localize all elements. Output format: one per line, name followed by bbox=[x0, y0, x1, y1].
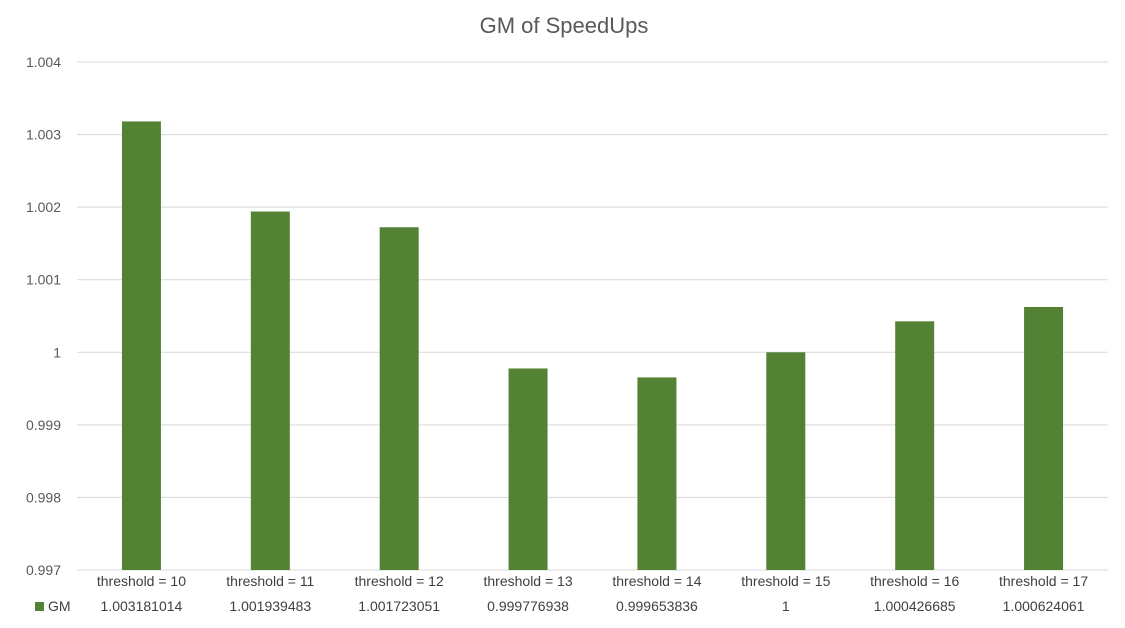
gridlines bbox=[77, 61, 1108, 571]
y-tick-label: 1 bbox=[53, 344, 61, 360]
y-tick-label: 1.002 bbox=[26, 199, 61, 215]
x-category-label: threshold = 17 bbox=[999, 573, 1088, 589]
y-tick-label: 0.997 bbox=[26, 562, 61, 578]
x-category-label: threshold = 13 bbox=[484, 573, 573, 589]
y-tick-label: 1.003 bbox=[26, 127, 61, 143]
bar bbox=[121, 121, 161, 570]
data-table-value: 0.999776938 bbox=[487, 598, 569, 614]
data-table-values: 1.003181014 1.001939483 1.001723051 0.99977… bbox=[101, 598, 1085, 614]
x-category-label: threshold = 14 bbox=[612, 573, 701, 589]
legend-label: GM bbox=[48, 598, 71, 614]
y-tick-label: 0.998 bbox=[26, 489, 61, 505]
data-table-value: 0.999653836 bbox=[616, 598, 698, 614]
x-category-label: threshold = 16 bbox=[870, 573, 959, 589]
bar bbox=[250, 211, 290, 570]
x-category-label: threshold = 12 bbox=[355, 573, 444, 589]
data-table-value: 1 bbox=[782, 598, 790, 614]
legend: GM bbox=[35, 598, 71, 614]
legend-swatch bbox=[35, 602, 44, 611]
bar bbox=[895, 321, 935, 570]
y-tick-label: 0.999 bbox=[26, 417, 61, 433]
data-table-value: 1.000624061 bbox=[1003, 598, 1085, 614]
bar bbox=[637, 377, 677, 570]
bar bbox=[1024, 306, 1064, 570]
data-table-value: 1.001939483 bbox=[229, 598, 311, 614]
bar bbox=[766, 352, 806, 570]
y-tick-label: 1.001 bbox=[26, 272, 61, 288]
data-table-value: 1.003181014 bbox=[101, 598, 183, 614]
bars bbox=[121, 121, 1064, 570]
x-category-label: threshold = 11 bbox=[226, 573, 314, 589]
y-tick-label: 1.004 bbox=[26, 54, 61, 70]
chart-title: GM of SpeedUps bbox=[480, 13, 649, 38]
x-category-label: threshold = 15 bbox=[741, 573, 830, 589]
x-category-label: threshold = 10 bbox=[97, 573, 186, 589]
data-table-value: 1.000426685 bbox=[874, 598, 956, 614]
bar bbox=[508, 368, 548, 570]
bar bbox=[379, 227, 419, 570]
category-labels: threshold = 10 threshold = 11 threshold = … bbox=[97, 573, 1088, 589]
data-table-value: 1.001723051 bbox=[358, 598, 440, 614]
y-axis-tick-labels: 0.997 0.998 0.999 1 1.001 1.002 1.003 1.004 bbox=[26, 54, 61, 578]
